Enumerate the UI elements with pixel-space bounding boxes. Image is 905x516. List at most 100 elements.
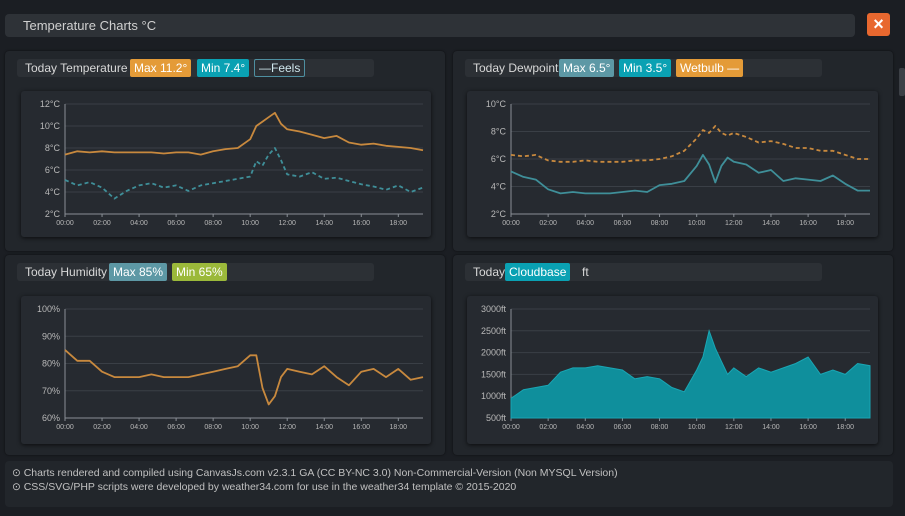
humidity-xtick-label: 08:00: [204, 424, 222, 431]
cloudbase-xtick-label: 12:00: [725, 424, 743, 431]
temperature-xtick-label: 02:00: [93, 220, 111, 227]
dewpoint-ytick-label: 4°C: [491, 182, 507, 192]
dewpoint-xtick-label: 18:00: [836, 220, 854, 227]
temperature-ytick-label: 2°C: [45, 209, 61, 219]
temperature-min-badge: Min 7.4°: [197, 59, 250, 77]
cloudbase-ytick-label: 2000ft: [481, 348, 507, 358]
temperature-chart: 2°C 4°C 6°C 8°C 10°C 12°C 00:00 02:00 04:00 06:00…: [21, 91, 431, 237]
temperature-series-line-1: [64, 147, 424, 200]
cloudbase-header: Today Cloudbase ft: [465, 263, 822, 281]
temperature-xtick-label: 16:00: [353, 220, 371, 227]
temperature-ytick-label: 10°C: [40, 121, 61, 131]
humidity-xtick-label: 02:00: [93, 424, 111, 431]
humidity-xtick-label: 10:00: [241, 424, 259, 431]
temperature-chart-svg: 2°C 4°C 6°C 8°C 10°C 12°C 00:00 02:00 04:00 06:00…: [40, 99, 424, 227]
humidity-xtick-label: 16:00: [353, 424, 371, 431]
temperature-xtick-label: 14:00: [315, 220, 333, 227]
temperature-ytick-label: 12°C: [40, 99, 61, 109]
dewpoint-ytick-label: 2°C: [491, 209, 507, 219]
dewpoint-xtick-label: 06:00: [614, 220, 632, 227]
humidity-ytick-label: 70%: [42, 386, 60, 396]
humidity-ytick-label: 100%: [37, 304, 60, 314]
footer: ⊙ Charts rendered and compiled using Can…: [5, 461, 893, 507]
temperature-xtick-label: 00:00: [56, 220, 74, 227]
cloudbase-ytick-label: 1000ft: [481, 391, 507, 401]
dewpoint-xtick-label: 10:00: [688, 220, 706, 227]
cloudbase-xtick-label: 10:00: [688, 424, 706, 431]
dewpoint-chart-svg: 2°C 4°C 6°C 8°C 10°C 00:00 02:00 04:00 06:00 08:0…: [486, 99, 870, 227]
dewpoint-ytick-label: 10°C: [486, 99, 507, 109]
cloudbase-badge: Cloudbase: [505, 263, 571, 281]
temperature-panel: Today Temperature Max 11.2° Min 7.4° —Fe…: [5, 51, 445, 251]
footer-credit-weather34: ⊙ CSS/SVG/PHP scripts were developed by …: [12, 481, 517, 493]
wetbulb-legend-badge: Wetbulb —: [676, 59, 744, 77]
cloudbase-ytick-label: 2500ft: [481, 326, 507, 336]
humidity-header: Today Humidity Max 85% Min 65%: [17, 263, 374, 281]
humidity-title: Today Humidity: [25, 265, 108, 279]
cloudbase-xtick-label: 16:00: [799, 424, 817, 431]
humidity-xtick-label: 18:00: [390, 424, 408, 431]
cloudbase-area-series: [510, 329, 871, 419]
dewpoint-ytick-label: 6°C: [491, 154, 507, 164]
close-button[interactable]: ×: [867, 13, 890, 36]
dewpoint-chart: 2°C 4°C 6°C 8°C 10°C 00:00 02:00 04:00 06:00 08:0…: [467, 91, 878, 237]
dewpoint-xtick-label: 00:00: [502, 220, 520, 227]
temperature-title: Today Temperature: [25, 61, 128, 75]
humidity-xtick-label: 12:00: [278, 424, 296, 431]
cloudbase-chart: 500ft 1000ft 1500ft 2000ft 2500ft 3000ft 00:00…: [467, 296, 878, 444]
cloudbase-ytick-label: 500ft: [486, 413, 507, 423]
temperature-xtick-label: 12:00: [278, 220, 296, 227]
temperature-ytick-label: 8°C: [45, 143, 61, 153]
cloudbase-chart-svg: 500ft 1000ft 1500ft 2000ft 2500ft 3000ft 00:00…: [481, 304, 871, 431]
temperature-ytick-label: 6°C: [45, 165, 61, 175]
cloudbase-xtick-label: 18:00: [836, 424, 854, 431]
humidity-xtick-label: 00:00: [56, 424, 74, 431]
temperature-xtick-label: 10:00: [241, 220, 259, 227]
humidity-ytick-label: 60%: [42, 413, 60, 423]
dewpoint-series-line-1: [510, 125, 870, 163]
humidity-ytick-label: 90%: [42, 331, 60, 341]
dewpoint-xtick-label: 04:00: [577, 220, 595, 227]
dewpoint-header: Today Dewpoint Max 6.5° Min 3.5° Wetbulb…: [465, 59, 822, 77]
dewpoint-title: Today Dewpoint: [473, 61, 559, 75]
temperature-series-line-0: [64, 111, 424, 156]
dewpoint-xtick-label: 16:00: [799, 220, 817, 227]
cloudbase-xtick-label: 04:00: [577, 424, 595, 431]
humidity-chart-svg: 60% 70% 80% 90% 100% 00:00 02:00 04:00 06:00 08:0…: [37, 304, 424, 431]
dewpoint-series-line-0: [510, 154, 870, 195]
temperature-header: Today Temperature Max 11.2° Min 7.4° —Fe…: [17, 59, 374, 77]
temperature-xtick-label: 04:00: [130, 220, 148, 227]
dewpoint-max-badge: Max 6.5°: [559, 59, 615, 77]
dewpoint-xtick-label: 02:00: [539, 220, 557, 227]
cloudbase-ytick-label: 3000ft: [481, 304, 507, 314]
temperature-xtick-label: 08:00: [204, 220, 222, 227]
humidity-series-line-0: [64, 349, 424, 406]
dewpoint-ytick-label: 8°C: [491, 127, 507, 137]
temperature-max-badge: Max 11.2°: [130, 59, 192, 77]
temperature-xtick-label: 06:00: [167, 220, 185, 227]
cloudbase-ytick-label: 1500ft: [481, 369, 507, 379]
window-title: Temperature Charts °C: [23, 18, 157, 33]
humidity-ytick-label: 80%: [42, 359, 60, 369]
feels-legend-badge: —Feels: [254, 59, 306, 77]
cloudbase-xtick-label: 14:00: [762, 424, 780, 431]
window-title-bar: Temperature Charts °C: [5, 14, 855, 37]
cloudbase-panel: Today Cloudbase ft 500ft 1000ft 1500ft 2000…: [453, 255, 893, 455]
scrollbar[interactable]: [899, 68, 905, 96]
humidity-xtick-label: 14:00: [315, 424, 333, 431]
cloudbase-title: Today: [473, 265, 506, 279]
dewpoint-panel: Today Dewpoint Max 6.5° Min 3.5° Wetbulb…: [453, 51, 893, 251]
footer-credit-canvasjs: ⊙ Charts rendered and compiled using Can…: [12, 467, 618, 479]
humidity-chart: 60% 70% 80% 90% 100% 00:00 02:00 04:00 06:00 08:0…: [21, 296, 431, 444]
humidity-min-badge: Min 65%: [172, 263, 227, 281]
cloudbase-xtick-label: 08:00: [651, 424, 669, 431]
dewpoint-min-badge: Min 3.5°: [619, 59, 672, 77]
cloudbase-xtick-label: 06:00: [614, 424, 632, 431]
cloudbase-xtick-label: 02:00: [539, 424, 557, 431]
dewpoint-xtick-label: 08:00: [651, 220, 669, 227]
temperature-ytick-label: 4°C: [45, 187, 61, 197]
humidity-xtick-label: 06:00: [167, 424, 185, 431]
cloudbase-xtick-label: 00:00: [502, 424, 520, 431]
humidity-max-badge: Max 85%: [109, 263, 168, 281]
humidity-xtick-label: 04:00: [130, 424, 148, 431]
